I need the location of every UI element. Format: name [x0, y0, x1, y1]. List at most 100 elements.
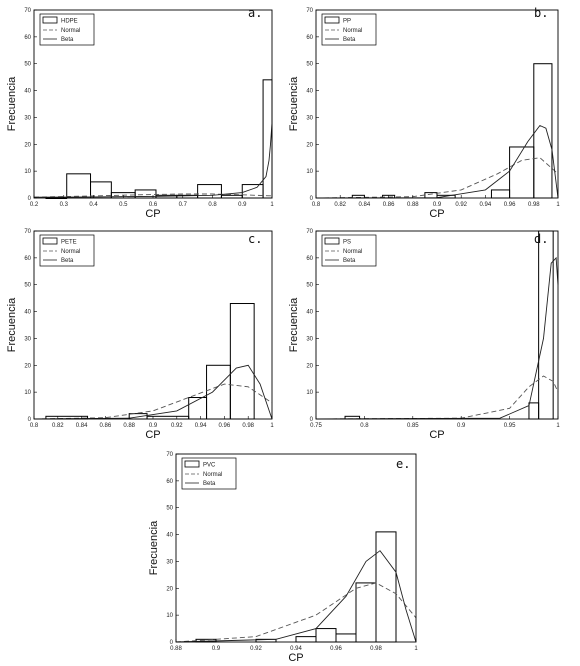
legend-box [39, 13, 95, 46]
x-tick-label: 0.82 [52, 423, 64, 429]
x-axis-label: CP [429, 429, 444, 441]
y-tick-label: 50 [306, 283, 313, 289]
y-tick-label: 10 [306, 390, 313, 396]
y-tick-label: 20 [24, 363, 31, 369]
histogram-bar [355, 582, 377, 643]
y-tick-label: 50 [166, 506, 173, 512]
y-tick-label: 50 [24, 283, 31, 289]
beta-fit-curve [315, 256, 559, 420]
x-tick-label: 0.82 [334, 202, 346, 208]
x-tick-label: 0.96 [330, 646, 342, 652]
legend-entry-normal: Normal [61, 249, 80, 255]
legend-box [321, 234, 377, 267]
legend-entry-normal: Normal [203, 472, 222, 478]
x-tick-label: 1 [270, 423, 274, 429]
y-tick-label: 70 [306, 229, 313, 235]
y-tick-label: 60 [166, 479, 173, 485]
legend-bar-swatch [324, 16, 340, 24]
x-tick-label: 0.9 [212, 646, 221, 652]
histogram-bar [229, 303, 255, 420]
histogram-panel-1: 0 10 20 30 40 50 60 70 0.2 0.3 0.4 0.5 0.6 0.7 0.8 0.9 1… [6, 6, 274, 220]
x-tick-label: 1 [414, 646, 418, 652]
normal-fit-curve [315, 375, 559, 420]
histogram-panel-2: 0 10 20 30 40 50 60 70 0.8 0.82 0.84 0.86 0.88 0.9 0.9… [288, 6, 560, 220]
x-tick-label: 0.8 [312, 202, 321, 208]
x-tick-label: 0.98 [370, 646, 382, 652]
legend-entry-beta: Beta [61, 37, 74, 43]
histogram-panel-4: 0 10 20 30 40 50 60 70 0.75 0.8 0.85 0.9 0.95 1 CP Frec… [288, 229, 560, 441]
y-tick-label: 40 [24, 310, 31, 316]
legend-entry-normal: Normal [343, 249, 362, 255]
histogram-bar [490, 189, 511, 199]
normal-fit-curve [315, 157, 559, 199]
y-tick-label: 70 [24, 229, 31, 235]
legend-entry-histogram: HDPE [61, 19, 78, 25]
x-tick-label: 0.94 [290, 646, 302, 652]
normal-fit-curve [33, 383, 273, 420]
y-tick-label: 10 [24, 169, 31, 175]
histogram-bar [335, 633, 357, 643]
x-tick-label: 0.84 [76, 423, 88, 429]
x-tick-label: 0.96 [504, 202, 516, 208]
x-tick-label: 0.86 [383, 202, 395, 208]
histogram-bar [66, 173, 92, 199]
y-tick-label: 60 [306, 256, 313, 262]
legend-entry-histogram: PETE [61, 240, 77, 246]
x-tick-label: 0.8 [30, 423, 39, 429]
x-axis-label: CP [145, 429, 160, 441]
y-tick-label: 70 [166, 452, 173, 458]
x-tick-label: 0.96 [219, 423, 231, 429]
panel-label: d. [534, 232, 548, 246]
y-tick-label: 0 [310, 417, 314, 423]
legend-entry-normal: Normal [61, 28, 80, 34]
x-tick-label: 1 [556, 423, 560, 429]
histogram-bar [538, 230, 554, 420]
x-tick-label: 0.92 [250, 646, 262, 652]
y-tick-label: 30 [306, 115, 313, 121]
y-tick-label: 20 [166, 586, 173, 592]
legend-bar-swatch [42, 16, 58, 24]
x-tick-label: 0.2 [30, 202, 39, 208]
x-tick-label: 0.7 [179, 202, 188, 208]
legend: PS Normal Beta [321, 234, 377, 267]
panel-label: c. [248, 232, 262, 246]
x-tick-label: 0.88 [123, 423, 135, 429]
x-tick-label: 0.8 [208, 202, 217, 208]
y-tick-label: 30 [306, 336, 313, 342]
histogram-panel-5: 0 10 20 30 40 50 60 70 0.88 0.9 0.92 0.94 0.96 0.98 1 C… [148, 452, 418, 664]
y-axis-label: Frecuencia [288, 76, 300, 131]
x-axis-label: CP [429, 208, 444, 220]
legend-entry-histogram: PP [343, 19, 351, 25]
y-tick-label: 30 [166, 559, 173, 565]
legend-entry-normal: Normal [343, 28, 362, 34]
beta-fit-curve [315, 124, 559, 199]
y-tick-label: 50 [306, 62, 313, 68]
legend-box [321, 13, 377, 46]
histogram-bar [533, 63, 553, 199]
legend-bar-swatch [184, 460, 200, 468]
beta-fit-curve [33, 364, 273, 420]
x-tick-label: 0.75 [310, 423, 322, 429]
histogram-bar [375, 531, 397, 643]
x-tick-label: 0.3 [60, 202, 69, 208]
y-axis-label: Frecuencia [148, 520, 160, 575]
legend: PETE Normal Beta [39, 234, 95, 267]
x-tick-label: 0.84 [359, 202, 371, 208]
legend-entry-beta: Beta [343, 258, 356, 264]
x-tick-label: 0.88 [170, 646, 182, 652]
y-tick-label: 60 [306, 35, 313, 41]
y-tick-label: 40 [24, 89, 31, 95]
y-tick-label: 60 [24, 35, 31, 41]
x-tick-label: 0.5 [119, 202, 128, 208]
histogram-bar [509, 146, 535, 199]
y-tick-label: 20 [306, 363, 313, 369]
x-tick-label: 0.98 [528, 202, 540, 208]
histogram-bar [315, 628, 337, 643]
x-tick-label: 0.92 [171, 423, 183, 429]
y-axis-label: Frecuencia [6, 297, 18, 352]
y-tick-label: 70 [24, 8, 31, 14]
histogram-bar [206, 364, 231, 420]
y-tick-label: 10 [166, 613, 173, 619]
x-tick-label: 0.98 [242, 423, 254, 429]
y-tick-label: 40 [306, 89, 313, 95]
